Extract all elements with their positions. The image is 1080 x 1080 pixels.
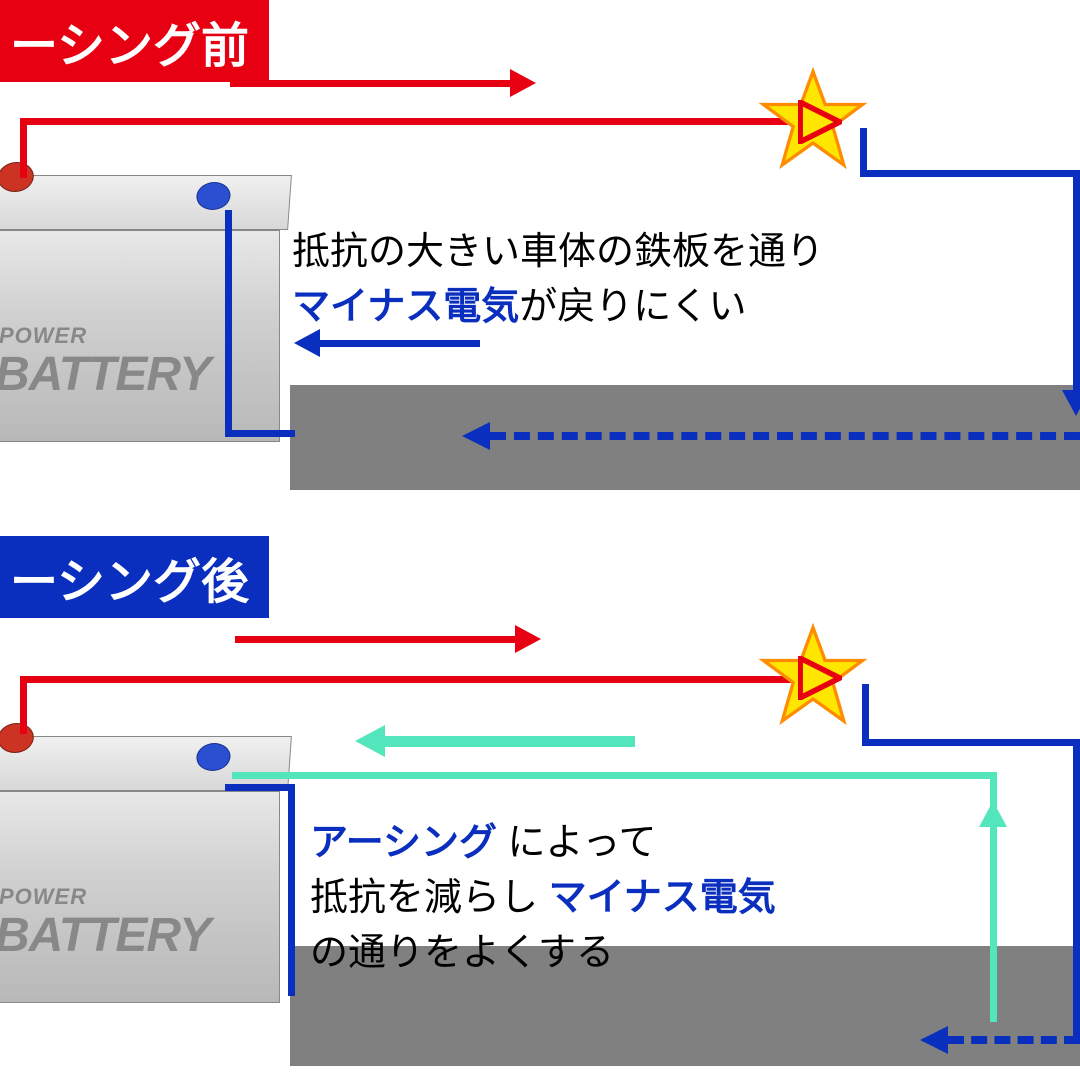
text-before-line2: マイナス電気が戻りにくい: [292, 280, 824, 335]
text-before-line1: 抵抗の大きい車体の鉄板を通り: [292, 225, 824, 280]
text-after: アーシング によって 抵抗を減らし マイナス電気 の通りをよくする: [310, 816, 776, 981]
terminal-positive: [0, 162, 35, 192]
wire-red-vert-after: [20, 676, 27, 734]
wire-dashed-return-after: [948, 1036, 1080, 1044]
arrow-green-return-head: [355, 725, 385, 757]
text-after-line2: 抵抗を減らし マイナス電気: [310, 871, 776, 926]
arrow-blue-explain: [320, 340, 480, 347]
arrow-blue-down-head: [1062, 390, 1080, 416]
wire-blue-right: [860, 170, 1080, 177]
wire-blue-term-down-after: [288, 784, 295, 996]
text-after-l1-blue: アーシング: [310, 822, 497, 864]
arrow-green-up-head: [979, 801, 1007, 827]
wire-blue-right-down: [1073, 170, 1080, 395]
wire-red-horiz: [20, 118, 795, 125]
arrow-dashed-return-head-after: [920, 1026, 948, 1054]
text-after-l1-black: によって: [497, 822, 657, 864]
text-before-l2-blue: マイナス電気: [292, 286, 519, 328]
title-before-text: ーシング前: [10, 20, 249, 73]
battery-body: POWER BATTERY: [0, 230, 280, 442]
wire-blue-star-down-after: [862, 684, 869, 746]
battery-top: [0, 175, 292, 230]
text-before-l2-black: が戻りにくい: [519, 286, 746, 328]
title-after: ーシング後: [0, 536, 269, 618]
wire-dashed-return: [490, 432, 1080, 440]
wire-red-horiz-after: [20, 676, 795, 683]
text-after-l2-blue: マイナス電気: [549, 877, 776, 919]
terminal-positive-after: [0, 723, 35, 753]
arrow-red-out-head: [510, 69, 536, 97]
text-before: 抵抗の大きい車体の鉄板を通り マイナス電気が戻りにくい: [292, 225, 824, 335]
title-before: ーシング前: [0, 0, 269, 82]
arrow-green-return: [385, 736, 635, 747]
panel-after: ーシング後 POWER BATTERY: [0, 536, 1080, 1080]
battery-before: POWER BATTERY: [0, 175, 290, 442]
arrow-red-out-after: [235, 636, 515, 643]
terminal-negative-after: [195, 743, 231, 771]
battery-power-label: POWER: [0, 323, 87, 349]
triangle-in-star-after: [798, 656, 842, 700]
battery-power-label-after: POWER: [0, 884, 87, 910]
triangle-in-star-before: [798, 100, 842, 144]
title-after-text: ーシング後: [10, 556, 249, 609]
arrow-red-out: [230, 80, 510, 87]
terminal-negative: [195, 182, 231, 210]
battery-top-after: [0, 736, 292, 791]
text-after-l2-a: 抵抗を減らし: [310, 877, 549, 919]
wire-blue-right-down-after: [1073, 739, 1080, 1039]
wire-blue-term-horiz-after: [225, 784, 295, 791]
text-after-l3: の通りをよくする: [310, 932, 614, 974]
wire-green-horiz: [232, 772, 997, 779]
arrow-red-out-head-after: [515, 625, 541, 653]
wire-blue-right-after: [862, 739, 1080, 746]
battery-main-label-after: BATTERY: [0, 908, 210, 963]
text-after-line3: の通りをよくする: [310, 926, 776, 981]
wire-blue-term-down: [225, 210, 232, 435]
arrow-dashed-return-head: [462, 422, 490, 450]
text-before-l1: 抵抗の大きい車体の鉄板を通り: [292, 231, 824, 273]
wire-red-vert: [20, 118, 27, 178]
battery-body-after: POWER BATTERY: [0, 791, 280, 1003]
wire-blue-star-down: [860, 128, 867, 176]
wire-blue-term-horiz: [225, 430, 295, 437]
battery-main-label: BATTERY: [0, 347, 210, 402]
text-after-line1: アーシング によって: [310, 816, 776, 871]
panel-before: ーシング前 POWER BATTERY 抵抗の大: [0, 0, 1080, 536]
